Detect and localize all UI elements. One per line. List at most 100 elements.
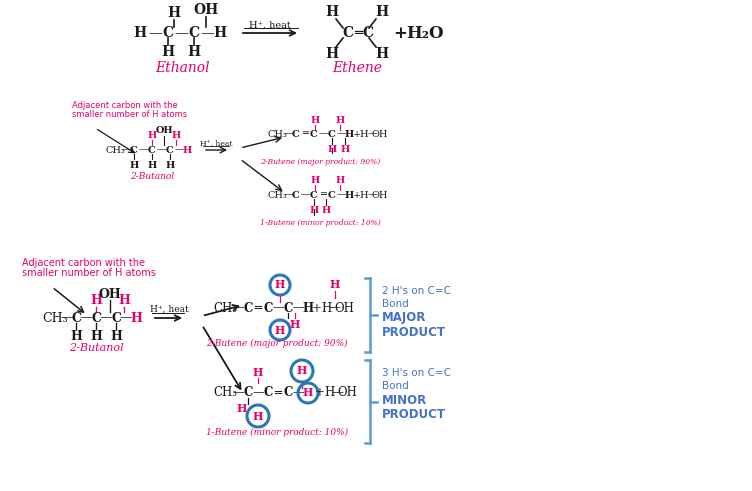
Text: 2-Butene (major product: 90%): 2-Butene (major product: 90%)	[206, 338, 348, 348]
Text: 2 H's on C=C: 2 H's on C=C	[382, 286, 451, 296]
Text: C: C	[71, 311, 81, 325]
Text: H: H	[335, 115, 344, 125]
Text: H: H	[326, 47, 338, 61]
Text: —: —	[318, 130, 328, 138]
Text: H: H	[171, 131, 180, 139]
Text: H: H	[253, 410, 263, 421]
Text: H: H	[274, 325, 285, 335]
Text: +: +	[353, 191, 361, 199]
Text: H: H	[90, 329, 102, 343]
Text: H: H	[183, 145, 192, 155]
Text: OH: OH	[193, 3, 219, 17]
Text: C: C	[292, 191, 300, 199]
Text: CH₃: CH₃	[42, 311, 68, 325]
Text: smaller number of H atoms: smaller number of H atoms	[72, 109, 187, 118]
Text: PRODUCT: PRODUCT	[382, 408, 446, 420]
Text: —: —	[174, 145, 184, 155]
Text: H: H	[168, 6, 180, 20]
Text: MAJOR: MAJOR	[382, 311, 426, 325]
Text: —: —	[336, 191, 346, 199]
Text: C: C	[292, 130, 300, 138]
Text: H: H	[274, 279, 285, 291]
Text: H: H	[311, 175, 320, 185]
Text: ═: ═	[274, 386, 281, 400]
Text: —: —	[120, 311, 132, 325]
Text: OH: OH	[371, 130, 388, 138]
Text: 1-Butene (minor product: 10%): 1-Butene (minor product: 10%)	[206, 428, 348, 436]
Text: C: C	[310, 191, 318, 199]
Text: Adjacent carbon with the: Adjacent carbon with the	[22, 258, 145, 268]
Text: —: —	[292, 386, 304, 400]
Text: H: H	[321, 206, 331, 215]
Text: C: C	[263, 301, 273, 315]
Text: —: —	[121, 145, 131, 155]
Text: —: —	[100, 311, 112, 325]
Text: OH: OH	[99, 288, 121, 300]
Text: CH₃: CH₃	[213, 386, 237, 400]
Text: —: —	[80, 311, 92, 325]
Text: —: —	[283, 191, 293, 199]
Text: C: C	[342, 26, 353, 40]
Text: C: C	[130, 145, 138, 155]
Text: —: —	[336, 130, 346, 138]
Text: 2-Butanol: 2-Butanol	[130, 171, 174, 181]
Text: H: H	[302, 301, 314, 315]
Text: H: H	[290, 320, 300, 330]
Text: 1-Butene (minor product: 10%): 1-Butene (minor product: 10%)	[259, 219, 381, 227]
Text: C: C	[91, 311, 101, 325]
Text: H: H	[344, 130, 353, 138]
Text: —: —	[252, 386, 264, 400]
Text: ═: ═	[302, 130, 308, 138]
Text: 2-Butene (major product: 90%): 2-Butene (major product: 90%)	[259, 158, 381, 166]
Text: OH: OH	[371, 191, 388, 199]
Text: +: +	[393, 25, 407, 42]
Text: CH₃: CH₃	[267, 191, 287, 199]
Text: H: H	[147, 161, 156, 169]
Text: H: H	[321, 301, 331, 315]
Text: —: —	[174, 26, 188, 40]
Text: H: H	[147, 131, 156, 139]
Text: OH: OH	[334, 301, 354, 315]
Text: H: H	[359, 191, 368, 199]
Text: C: C	[162, 26, 174, 40]
Text: —: —	[138, 145, 148, 155]
Text: C: C	[263, 386, 273, 400]
Text: H: H	[359, 130, 368, 138]
Text: H: H	[162, 45, 174, 59]
Text: C: C	[328, 191, 336, 199]
Text: H: H	[341, 144, 350, 154]
Text: H: H	[309, 206, 319, 215]
Text: Bond: Bond	[382, 381, 409, 391]
Text: H⁺, heat: H⁺, heat	[249, 21, 291, 29]
Text: 2-Butanol: 2-Butanol	[68, 343, 123, 353]
Text: —: —	[292, 301, 304, 315]
Text: CH₃: CH₃	[267, 130, 287, 138]
Text: CH₃: CH₃	[213, 301, 237, 315]
Text: ═: ═	[320, 191, 326, 199]
Text: —: —	[328, 301, 340, 315]
Text: PRODUCT: PRODUCT	[382, 326, 446, 338]
Text: H: H	[303, 387, 313, 399]
Text: H: H	[311, 115, 320, 125]
Text: H₂O: H₂O	[406, 25, 444, 42]
Text: MINOR: MINOR	[382, 393, 427, 407]
Text: —: —	[232, 386, 244, 400]
Text: ═: ═	[353, 26, 362, 40]
Text: —: —	[200, 26, 214, 40]
Text: C: C	[244, 301, 253, 315]
Text: H⁺, heat: H⁺, heat	[150, 304, 188, 313]
Text: +: +	[353, 130, 361, 138]
Text: H: H	[165, 161, 174, 169]
Text: —: —	[61, 311, 73, 325]
Text: H: H	[237, 403, 247, 413]
Text: —: —	[232, 301, 244, 315]
Text: H: H	[70, 329, 82, 343]
Text: —: —	[367, 191, 377, 199]
Text: C: C	[189, 26, 199, 40]
Text: Adjacent carbon with the: Adjacent carbon with the	[72, 101, 177, 109]
Text: —: —	[300, 191, 310, 199]
Text: —: —	[272, 301, 284, 315]
Text: CH₃: CH₃	[105, 145, 125, 155]
Text: ═: ═	[254, 301, 262, 315]
Text: H: H	[297, 365, 307, 377]
